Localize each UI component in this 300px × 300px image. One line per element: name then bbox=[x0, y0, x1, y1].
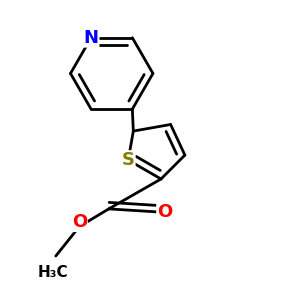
Text: O: O bbox=[157, 203, 172, 221]
Text: S: S bbox=[122, 151, 135, 169]
Text: H₃C: H₃C bbox=[38, 265, 68, 280]
Text: N: N bbox=[84, 29, 99, 47]
Text: O: O bbox=[72, 213, 87, 231]
